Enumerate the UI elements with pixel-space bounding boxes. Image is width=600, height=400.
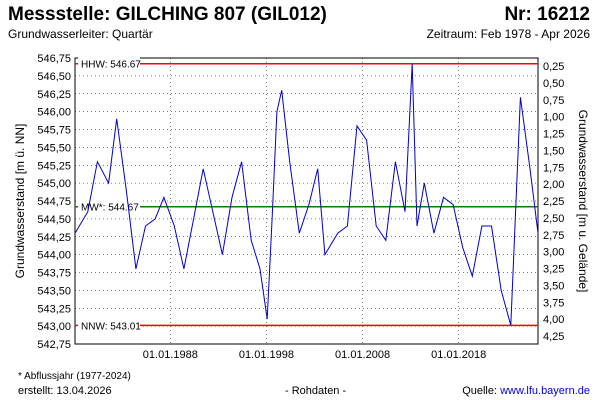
y2-tick-label: 4,25 [543, 331, 564, 343]
y2-tick-label: 2,50 [543, 213, 564, 225]
y2-tick-label: 2,75 [543, 230, 564, 242]
station-number: Nr: 16212 [504, 4, 590, 25]
nnw-label-bg [78, 318, 140, 333]
y2-tick-label: 0,75 [543, 95, 564, 107]
raw-data-label: - Rohdaten - [285, 385, 347, 397]
plot-frame [74, 57, 539, 345]
y-axis-label: Grundwasserstand [m ü. NN] [13, 124, 27, 279]
page-title: Messstelle: GILCHING 807 (GIL012) [8, 4, 327, 25]
source-link[interactable]: www.lfu.bayern.de [500, 385, 590, 397]
aquifer-label: Grundwasserleiter: Quartär [8, 27, 153, 41]
hhw-label-bg [78, 56, 140, 71]
y-tick-label: 545,00 [37, 178, 71, 190]
y-tick-label: 546,00 [37, 107, 71, 119]
y-tick-label: 543,50 [37, 285, 71, 297]
y2-tick-label: 4,00 [543, 314, 564, 326]
y2-tick-label: 3,25 [543, 264, 564, 276]
y2-tick-label: 3,00 [543, 247, 564, 259]
y2-tick-label: 0,50 [543, 78, 564, 90]
y-tick-label: 545,25 [37, 160, 71, 172]
created-date: erstellt: 13.04.2026 [18, 385, 112, 397]
y2-tick-label: 2,00 [543, 179, 564, 191]
y2-axis-label: Grundwasserstand [m u. Gelände] [576, 110, 590, 293]
series-line [74, 63, 539, 326]
y-tick-label: 544,25 [37, 232, 71, 244]
nnw-label: NNW: 543.01 [81, 321, 141, 332]
y2-tick-label: 0,25 [543, 61, 564, 73]
source-prefix: Quelle: [462, 385, 501, 397]
x-tick-label: 01.01.1998 [239, 349, 294, 361]
y2-tick-label: 1,75 [543, 162, 564, 174]
y-tick-label: 546,25 [37, 89, 71, 101]
period-label: Zeitraum: Feb 1978 - Apr 2026 [426, 27, 590, 41]
mw-label-bg [78, 199, 140, 214]
y-tick-label: 544,00 [37, 250, 71, 262]
y2-tick-label: 3,50 [543, 280, 564, 292]
y-tick-label: 544,50 [37, 214, 71, 226]
mw-label: MW*: 544.67 [81, 203, 139, 214]
y2-tick-label: 1,00 [543, 112, 564, 124]
y2-tick-label: 1,50 [543, 145, 564, 157]
hhw-label: HHW: 546.67 [81, 60, 141, 71]
y2-tick-label: 1,25 [543, 129, 564, 141]
y-tick-label: 545,50 [37, 142, 71, 154]
x-tick-label: 01.01.2008 [335, 349, 390, 361]
y-tick-label: 543,00 [37, 321, 71, 333]
source: Quelle: www.lfu.bayern.de [462, 385, 590, 397]
footnote: * Abflussjahr (1977-2024) [18, 371, 131, 382]
x-tick-label: 01.01.2018 [431, 349, 486, 361]
y-tick-label: 543,75 [37, 268, 71, 280]
y2-tick-label: 3,75 [543, 297, 564, 309]
y-tick-label: 542,75 [37, 339, 71, 351]
y-tick-label: 545,75 [37, 125, 71, 137]
y-tick-label: 544,75 [37, 196, 71, 208]
y-tick-label: 546,75 [37, 53, 71, 65]
y-tick-label: 546,50 [37, 71, 71, 83]
x-tick-label: 01.01.1988 [143, 349, 198, 361]
y2-tick-label: 2,25 [543, 196, 564, 208]
y-tick-label: 543,25 [37, 303, 71, 315]
